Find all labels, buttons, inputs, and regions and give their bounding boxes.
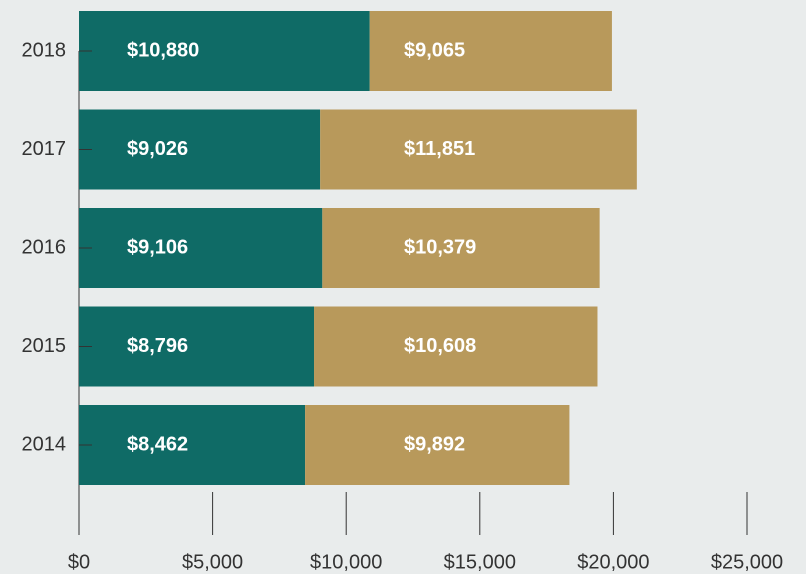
- x-tick-label: $10,000: [310, 551, 382, 573]
- bar-segment: [314, 306, 598, 387]
- value-label: $8,462: [127, 433, 188, 455]
- x-tick-label: $5,000: [182, 551, 243, 573]
- bar-segment: [79, 109, 321, 190]
- y-tick-label: 2014: [22, 433, 67, 455]
- y-tick-label: 2016: [22, 236, 67, 258]
- y-tick-label: 2018: [22, 39, 67, 61]
- bar-segment: [320, 109, 637, 190]
- value-label: $9,892: [404, 433, 465, 455]
- y-tick-label: 2017: [22, 138, 67, 160]
- value-label: $9,106: [127, 236, 188, 258]
- bar-segment: [79, 208, 323, 288]
- x-tick-label: $25,000: [711, 551, 783, 573]
- y-tick-label: 2015: [22, 335, 67, 357]
- bar-segment: [305, 405, 570, 485]
- x-tick-label: $15,000: [444, 551, 516, 573]
- value-label: $10,880: [127, 39, 199, 61]
- value-label: $10,379: [404, 236, 476, 258]
- value-label: $9,026: [127, 138, 188, 160]
- bar-segment: [322, 208, 600, 288]
- value-label: $10,608: [404, 335, 476, 357]
- bar-segment: [369, 11, 612, 91]
- bar-segment: [79, 306, 315, 387]
- bar-segment: [79, 11, 370, 91]
- x-tick-label: $0: [68, 551, 90, 573]
- value-label: $11,851: [404, 138, 475, 160]
- value-label: $9,065: [404, 39, 465, 61]
- value-label: $8,796: [127, 335, 188, 357]
- x-tick-label: $20,000: [577, 551, 649, 573]
- bar-segment: [79, 405, 306, 485]
